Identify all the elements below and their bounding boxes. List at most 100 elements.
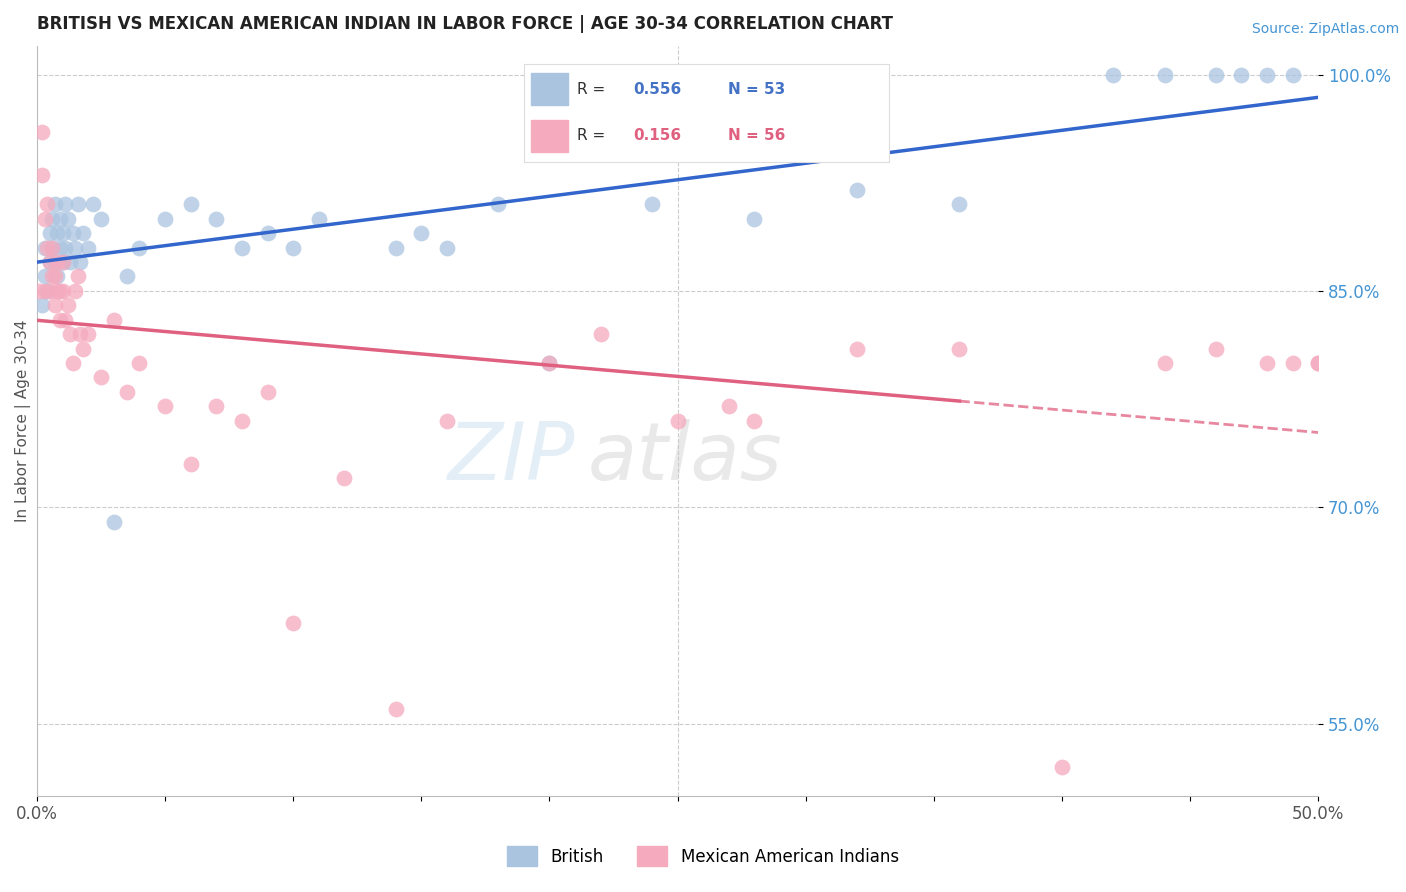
Point — [846, 342, 869, 356]
Point — [948, 197, 970, 211]
Point — [34, 211, 56, 226]
Point — [31, 298, 53, 312]
Point — [256, 384, 278, 399]
Point — [744, 414, 766, 428]
Point — [283, 241, 305, 255]
Point — [38, 284, 60, 298]
Point — [1308, 356, 1330, 370]
Point — [205, 399, 228, 413]
Point — [115, 384, 138, 399]
Point — [38, 226, 60, 240]
Point — [53, 197, 76, 211]
Point — [538, 356, 561, 370]
Point — [72, 226, 94, 240]
Point — [436, 414, 458, 428]
Point — [65, 284, 87, 298]
Point — [38, 255, 60, 269]
Point — [103, 312, 125, 326]
Point — [1358, 298, 1381, 312]
Text: ZIP: ZIP — [447, 419, 575, 497]
Point — [436, 241, 458, 255]
Point — [44, 197, 66, 211]
Point — [128, 241, 150, 255]
Point — [51, 255, 73, 269]
Point — [46, 284, 69, 298]
Point — [538, 356, 561, 370]
Point — [31, 125, 53, 139]
Point — [37, 241, 59, 255]
Point — [51, 226, 73, 240]
Point — [744, 211, 766, 226]
Point — [34, 269, 56, 284]
Point — [153, 211, 176, 226]
Point — [49, 241, 72, 255]
Point — [49, 312, 72, 326]
Point — [59, 255, 82, 269]
Point — [51, 284, 73, 298]
Point — [51, 255, 73, 269]
Point — [41, 241, 63, 255]
Point — [666, 414, 689, 428]
Point — [384, 241, 406, 255]
Point — [1308, 356, 1330, 370]
Point — [717, 399, 740, 413]
Text: BRITISH VS MEXICAN AMERICAN INDIAN IN LABOR FORCE | AGE 30-34 CORRELATION CHART: BRITISH VS MEXICAN AMERICAN INDIAN IN LA… — [37, 15, 893, 33]
Point — [46, 226, 69, 240]
Point — [49, 284, 72, 298]
Point — [128, 356, 150, 370]
Point — [41, 241, 63, 255]
Point — [411, 226, 433, 240]
Point — [59, 327, 82, 342]
Point — [46, 255, 69, 269]
Point — [103, 515, 125, 529]
Point — [69, 327, 91, 342]
Point — [333, 471, 356, 485]
Point — [66, 269, 89, 284]
Legend: British, Mexican American Indians: British, Mexican American Indians — [499, 838, 907, 875]
Point — [641, 197, 664, 211]
Point — [82, 197, 104, 211]
Point — [66, 197, 89, 211]
Point — [384, 702, 406, 716]
Point — [53, 241, 76, 255]
Point — [846, 183, 869, 197]
Point — [1102, 68, 1125, 82]
Point — [308, 211, 330, 226]
Point — [34, 241, 56, 255]
Text: Source: ZipAtlas.com: Source: ZipAtlas.com — [1251, 22, 1399, 37]
Point — [41, 269, 63, 284]
Point — [41, 211, 63, 226]
Point — [46, 269, 69, 284]
Point — [180, 197, 202, 211]
Point — [283, 615, 305, 630]
Point — [62, 226, 84, 240]
Point — [1205, 342, 1227, 356]
Point — [34, 284, 56, 298]
Point — [37, 284, 59, 298]
Point — [486, 197, 509, 211]
Point — [1153, 356, 1175, 370]
Point — [180, 457, 202, 471]
Point — [38, 255, 60, 269]
Point — [62, 356, 84, 370]
Text: atlas: atlas — [588, 419, 783, 497]
Point — [90, 370, 112, 384]
Point — [44, 298, 66, 312]
Point — [1153, 68, 1175, 82]
Point — [49, 211, 72, 226]
Point — [65, 241, 87, 255]
Point — [69, 255, 91, 269]
Point — [53, 312, 76, 326]
Point — [56, 211, 79, 226]
Point — [1256, 68, 1278, 82]
Point — [72, 342, 94, 356]
Point — [115, 269, 138, 284]
Point — [1230, 68, 1253, 82]
Point — [948, 342, 970, 356]
Point — [1050, 760, 1073, 774]
Y-axis label: In Labor Force | Age 30-34: In Labor Force | Age 30-34 — [15, 319, 31, 522]
Point — [56, 298, 79, 312]
Point — [589, 327, 612, 342]
Point — [1205, 68, 1227, 82]
Point — [1256, 356, 1278, 370]
